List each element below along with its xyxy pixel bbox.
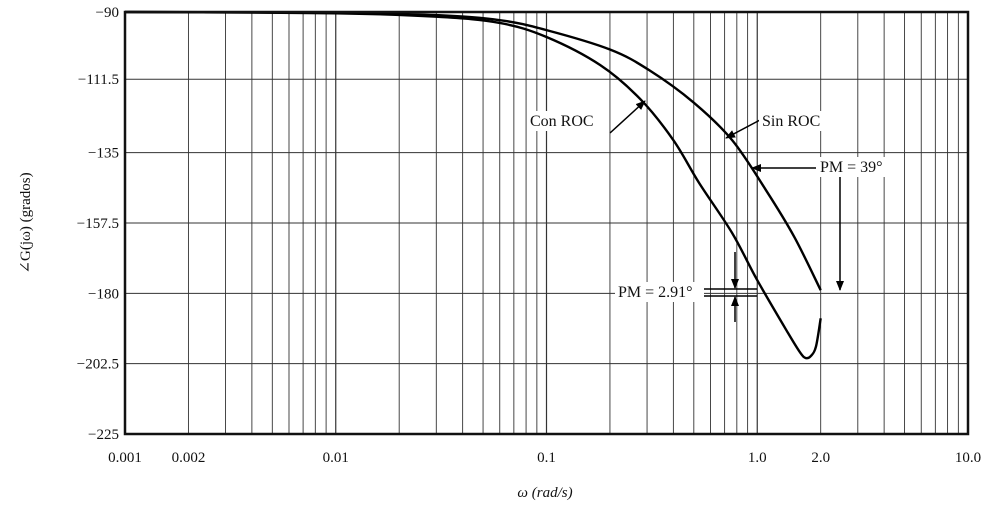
pm-39-label: PM = 39°	[820, 159, 883, 176]
pm-39-label-bg	[817, 157, 890, 177]
y-tick-label: −111.5	[78, 72, 119, 88]
x-tick-label: 0.001	[108, 450, 142, 466]
y-axis-label: ∠G(jω) (grados)	[18, 172, 34, 273]
y-tick-label: −180	[88, 286, 119, 302]
series-line-sin-roc	[124, 10, 822, 291]
grid	[124, 11, 968, 435]
y-tick-label: −90	[96, 5, 119, 21]
x-axis-label: ω (rad/s)	[517, 485, 572, 501]
x-tick-label: 2.0	[811, 450, 830, 466]
x-tick-label: 0.002	[172, 450, 206, 466]
con-roc-label-bg	[527, 111, 592, 131]
sin-roc-arrow	[725, 119, 761, 139]
y-tick-label: −202.5	[77, 357, 119, 373]
y-tick-label: −157.5	[77, 216, 119, 232]
pm-291-label-bg	[615, 282, 704, 302]
series-line-con-roc	[124, 10, 822, 360]
con-roc-arrow	[609, 100, 646, 134]
annotations: Con ROC Sin ROC PM = 39° PM = 2.91°	[527, 100, 890, 322]
tick-labels: 0.001 0.002 0.01 0.1 1.0 2.0 10.0 −90 −111.5 −135…	[77, 5, 981, 466]
x-tick-label: 1.0	[748, 450, 767, 466]
pm-291-label: PM = 2.91°	[618, 284, 693, 301]
x-tick-label: 0.1	[537, 450, 556, 466]
con-roc-label: Con ROC	[530, 113, 594, 130]
y-tick-label: −135	[88, 146, 119, 162]
plot-frame	[123, 10, 970, 436]
x-tick-label: 0.01	[323, 450, 349, 466]
x-tick-label: 10.0	[955, 450, 981, 466]
series-layer	[124, 10, 822, 360]
y-tick-label: −225	[88, 427, 119, 443]
sin-roc-label-bg	[759, 111, 824, 131]
sin-roc-label: Sin ROC	[762, 113, 820, 130]
